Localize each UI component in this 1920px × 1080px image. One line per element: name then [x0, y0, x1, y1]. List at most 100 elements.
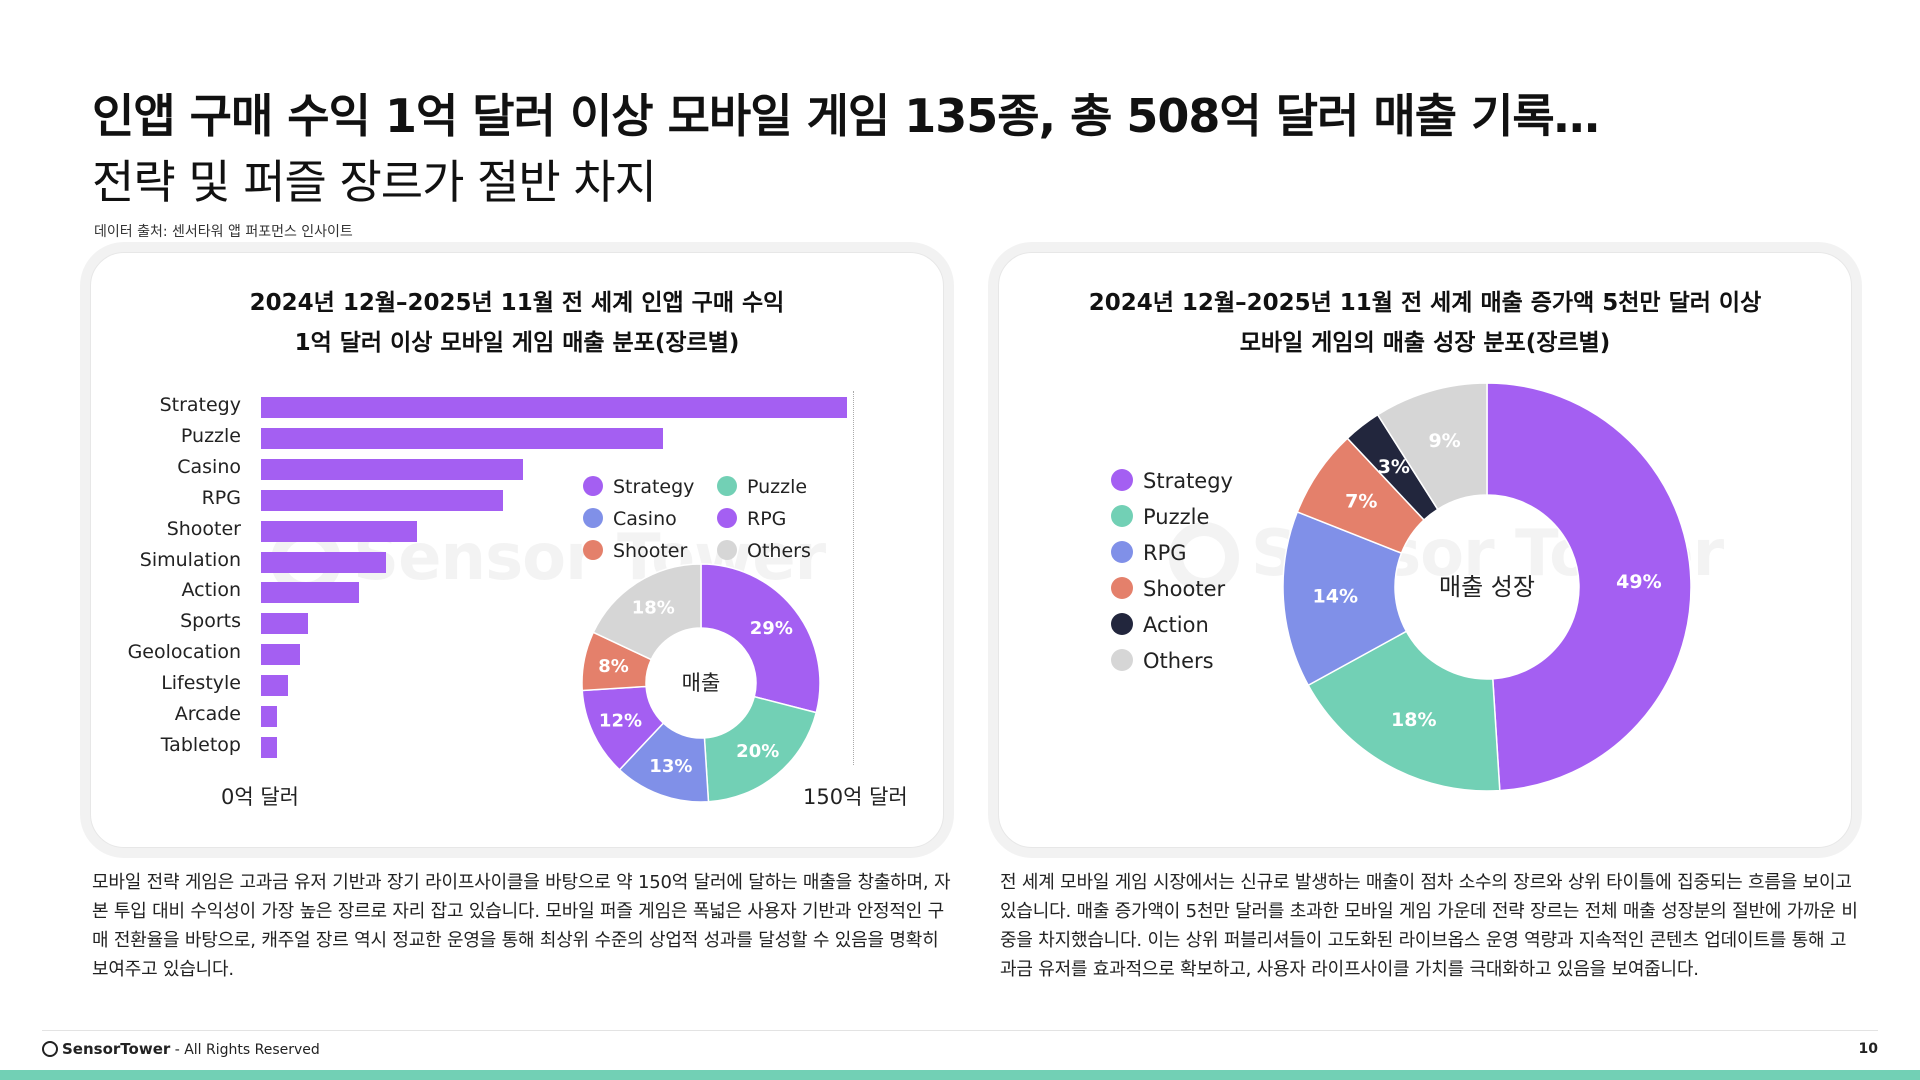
legend-label: Action	[1143, 613, 1209, 637]
legend-label: Strategy	[1143, 469, 1233, 493]
max-reference-line	[853, 391, 854, 765]
x-axis-min-label: 0억 달러	[221, 785, 299, 809]
slice-value-label: 13%	[649, 756, 692, 777]
slice-puzzle	[703, 695, 818, 803]
donut-center-label: 매출	[682, 671, 721, 695]
legend-swatch	[1111, 505, 1133, 527]
slice-value-label: 9%	[1428, 430, 1460, 452]
left-chart-card: Sensor Tower 2024년 12월–2025년 11월 전 세계 인앱…	[90, 252, 944, 848]
footer-brand: SensorTower - All Rights Reserved	[42, 1040, 320, 1058]
slice-value-label: 14%	[1313, 586, 1358, 608]
right-donut-chart: 49% 18% 14% 7%3% 9% 매출 성장	[1282, 382, 1692, 792]
bar-label-shooter: Shooter	[166, 517, 241, 540]
right-chart-title-line2: 모바일 게임의 매출 성장 분포(장르별)	[1239, 330, 1611, 356]
legend-item-shooter: Shooter	[1111, 577, 1225, 601]
bar-casino	[261, 458, 523, 480]
bar-label-casino: Casino	[177, 455, 241, 478]
footer-divider	[42, 1030, 1878, 1031]
legend-label: Puzzle	[1143, 505, 1210, 529]
bar-label-strategy: Strategy	[159, 394, 241, 416]
bar-label-lifestyle: Lifestyle	[161, 672, 241, 695]
page-number: 10	[1858, 1041, 1878, 1057]
slice-value-label: 8%	[598, 656, 629, 677]
bar-label-geolocation: Geolocation	[127, 641, 241, 664]
bar-tabletop	[261, 736, 277, 758]
slice-value-label: 29%	[750, 618, 793, 639]
legend-label: Casino	[613, 508, 677, 530]
bar-arcade	[261, 706, 277, 727]
bar-puzzle	[261, 427, 664, 449]
legend-item-rpg: RPG	[1111, 541, 1187, 565]
bar-geolocation	[261, 644, 301, 666]
right-chart-title-line1: 2024년 12월–2025년 11월 전 세계 매출 증가액 5천만 달러 이…	[1088, 290, 1762, 316]
legend-swatch	[583, 507, 603, 528]
legend-swatch	[1111, 577, 1133, 599]
legend-swatch	[1111, 469, 1133, 491]
legend-item-shooter: Shooter	[583, 539, 688, 562]
bar-label-action: Action	[181, 579, 241, 602]
slice-strategy	[700, 563, 821, 714]
bar-label-simulation: Simulation	[139, 548, 241, 571]
legend-item-action: Action	[1111, 613, 1209, 637]
right-description: 전 세계 모바일 게임 시장에서는 신규로 발생하는 매출이 점차 소수의 장르…	[1000, 872, 1858, 980]
left-donut-chart: 29% 20% 13% 12% 8% 18% 매출	[581, 563, 821, 803]
slice-rpg	[1282, 510, 1408, 687]
slice-others	[592, 563, 702, 661]
legend-label: Puzzle	[747, 476, 808, 498]
donut-center-label: 매출 성장	[1439, 573, 1535, 601]
left-description: 모바일 전략 게임은 고과금 유저 기반과 장기 라이프사이클을 바탕으로 약 …	[92, 872, 951, 980]
bar-label-rpg: RPG	[201, 486, 241, 509]
legend-label: RPG	[1143, 541, 1187, 565]
legend-item-puzzle: Puzzle	[717, 475, 808, 498]
slice-value-label: 20%	[736, 741, 779, 762]
legend-swatch	[717, 539, 737, 560]
bar-label-tabletop: Tabletop	[160, 733, 241, 756]
page-title: 인앱 구매 수익 1억 달러 이상 모바일 게임 135종, 총 508억 달러…	[92, 89, 1600, 143]
legend-swatch	[583, 539, 603, 560]
bar-label-puzzle: Puzzle	[180, 424, 241, 447]
legend-swatch	[1111, 541, 1133, 563]
legend-swatch	[717, 475, 737, 496]
legend-swatch	[1111, 613, 1133, 635]
legend-label: Others	[747, 540, 811, 562]
data-source: 데이터 출처: 센서타워 앱 퍼포먼스 인사이트	[94, 224, 353, 240]
bar-shooter	[261, 520, 418, 542]
page-subtitle: 전략 및 퍼즐 장르가 절반 차지	[92, 155, 657, 209]
legend-item-others: Others	[1111, 649, 1214, 673]
legend-item-others: Others	[717, 539, 811, 562]
slice-puzzle	[1307, 630, 1501, 792]
slice-value-label: 18%	[632, 597, 675, 618]
legend-item-puzzle: Puzzle	[1111, 505, 1209, 529]
legend-label: RPG	[747, 508, 787, 530]
slice-others	[1376, 382, 1488, 511]
legend-swatch	[1111, 649, 1133, 671]
sensortower-logo-icon	[42, 1040, 58, 1057]
bar-label-arcade: Arcade	[174, 703, 241, 725]
legend-label: Shooter	[1143, 577, 1226, 601]
bar-sports	[261, 613, 308, 635]
left-chart-title-line2: 1억 달러 이상 모바일 게임 매출 분포(장르별)	[294, 330, 740, 356]
slice-value-label: 49%	[1616, 571, 1661, 593]
slice-value-label: 12%	[599, 710, 642, 731]
bar-action	[261, 582, 359, 604]
bar-rpg	[261, 489, 504, 511]
legend-label: Others	[1143, 649, 1214, 673]
legend-swatch	[583, 475, 603, 496]
slice-strategy	[1486, 382, 1692, 792]
right-chart-card: Sensor Tower 2024년 12월–2025년 11월 전 세계 매출…	[998, 252, 1852, 848]
bar-label-sports: Sports	[180, 610, 241, 633]
legend-label: Shooter	[613, 540, 688, 562]
bar-simulation	[261, 551, 386, 573]
slice-value-label: 18%	[1391, 709, 1436, 731]
slice-value-label: 3%	[1378, 456, 1410, 478]
slice-value-label: 7%	[1345, 491, 1377, 513]
bottom-accent-strip	[0, 1070, 1920, 1080]
x-axis-max-label: 150억 달러	[803, 785, 908, 809]
bar-lifestyle	[261, 675, 289, 697]
left-chart-title-line1: 2024년 12월–2025년 11월 전 세계 인앱 구매 수익	[249, 290, 785, 316]
legend-item-casino: Casino	[583, 507, 677, 530]
legend-item-strategy: Strategy	[1111, 469, 1233, 493]
legend-label: Strategy	[613, 476, 695, 498]
legend-swatch	[717, 507, 737, 528]
bar-strategy	[261, 397, 847, 418]
